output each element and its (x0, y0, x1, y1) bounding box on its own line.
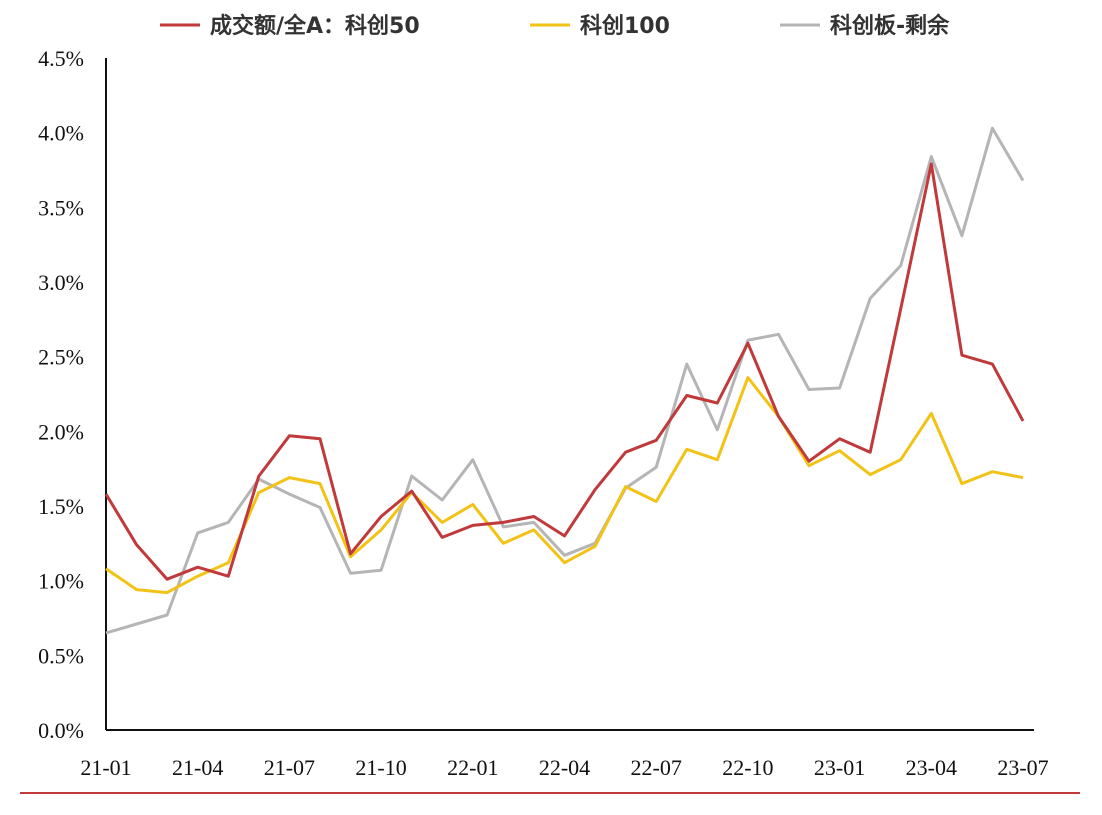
x-tick-label: 23-04 (906, 755, 957, 780)
y-tick-label: 4.0% (38, 121, 84, 146)
x-tick-label: 22-07 (631, 755, 682, 780)
series-lines (104, 126, 1025, 635)
x-tick-label: 23-01 (814, 755, 865, 780)
x-tick-label: 21-04 (172, 755, 223, 780)
x-tick-label: 21-01 (80, 755, 131, 780)
y-tick-label: 0.5% (38, 643, 84, 668)
legend: 成交额/全A：科创50 科创100 科创板-剩余 (160, 13, 950, 39)
x-tick-label: 21-07 (264, 755, 315, 780)
legend-label-kc100: 科创100 (580, 14, 670, 39)
y-tick-label: 2.0% (38, 419, 84, 444)
y-tick-label: 1.5% (38, 494, 84, 519)
x-tick-label: 21-10 (355, 755, 406, 780)
y-tick-label: 3.0% (38, 270, 84, 295)
series-line-1 (105, 376, 1024, 595)
y-tick-label: 4.5% (38, 46, 84, 71)
y-tick-label: 0.0% (38, 718, 84, 743)
legend-label-kc50: 成交额/全A：科创50 (210, 13, 420, 39)
x-tick-label: 22-01 (447, 755, 498, 780)
x-tick-label: 23-07 (997, 755, 1048, 780)
x-tick-label: 22-10 (722, 755, 773, 780)
series-line-0 (104, 162, 1025, 581)
y-tick-label: 3.5% (38, 195, 84, 220)
legend-label-remaining: 科创板-剩余 (830, 13, 950, 39)
y-tick-label: 1.0% (38, 569, 84, 594)
x-axis-ticks: 21-01 21-04 21-07 21-10 22-01 22-04 22-07 22-10… (80, 755, 1048, 780)
y-tick-label: 2.5% (38, 345, 84, 370)
x-tick-label: 22-04 (539, 755, 590, 780)
y-axis-ticks: 0.0% 0.5% 1.0% 1.5% 2.0% 2.5% 3.0% 3.5% 4.0% 4.5% (38, 46, 84, 743)
